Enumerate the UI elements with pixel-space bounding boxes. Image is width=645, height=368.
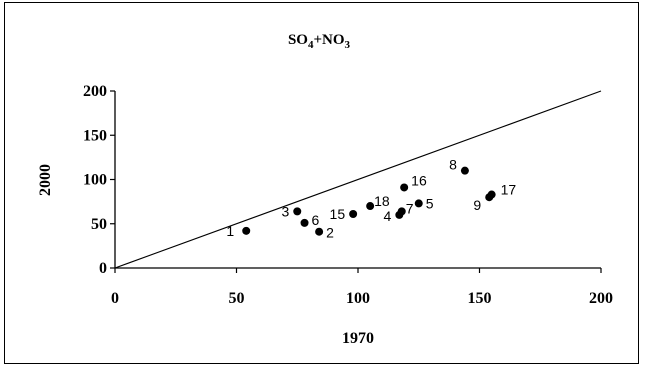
x-tick-label: 100	[346, 290, 370, 307]
data-point	[414, 199, 423, 208]
data-point-label: 18	[374, 193, 390, 209]
data-point	[315, 227, 324, 236]
y-tick-label: 0	[99, 260, 107, 277]
data-point	[242, 226, 251, 235]
x-tick-label: 150	[468, 290, 492, 307]
data-point	[349, 210, 358, 219]
data-point-label: 6	[312, 212, 320, 228]
data-point	[366, 202, 375, 211]
data-point-label: 9	[473, 197, 481, 213]
x-tick-label: 50	[229, 290, 245, 307]
data-point	[400, 183, 409, 192]
data-point-label: 4	[384, 208, 392, 224]
y-tick-label: 200	[83, 83, 107, 100]
axes: 0 50 100 150 200 0 50 100 150 200	[83, 83, 613, 307]
y-axis-label: 2000	[37, 164, 54, 196]
y-tick-label: 50	[91, 216, 107, 233]
data-point	[300, 218, 309, 227]
y-tick-label: 150	[83, 127, 107, 144]
data-point-label: 8	[449, 157, 457, 173]
data-point-label: 1	[226, 223, 234, 239]
data-point	[293, 207, 302, 216]
x-tick-label: 200	[589, 290, 613, 307]
chart-frame	[4, 2, 639, 364]
data-point-label: 17	[501, 182, 517, 198]
data-points: 1 2 3 4 5 6 7 8 9 15 16 17 18	[226, 157, 516, 241]
data-point	[397, 207, 406, 216]
data-point-label: 2	[326, 225, 334, 241]
data-point	[487, 190, 496, 199]
data-point-label: 5	[426, 195, 434, 211]
data-point-label: 16	[411, 172, 427, 188]
y-tick-label: 100	[83, 172, 107, 189]
one-to-one-line	[114, 90, 602, 269]
data-point	[460, 166, 469, 175]
data-point-label: 7	[406, 200, 414, 216]
x-axis-label: 1970	[342, 330, 374, 347]
data-point-label: 3	[281, 203, 289, 219]
chart-title: SO4+NO3	[288, 32, 351, 51]
x-tick-label: 0	[111, 290, 119, 307]
data-point-label: 15	[330, 206, 346, 222]
